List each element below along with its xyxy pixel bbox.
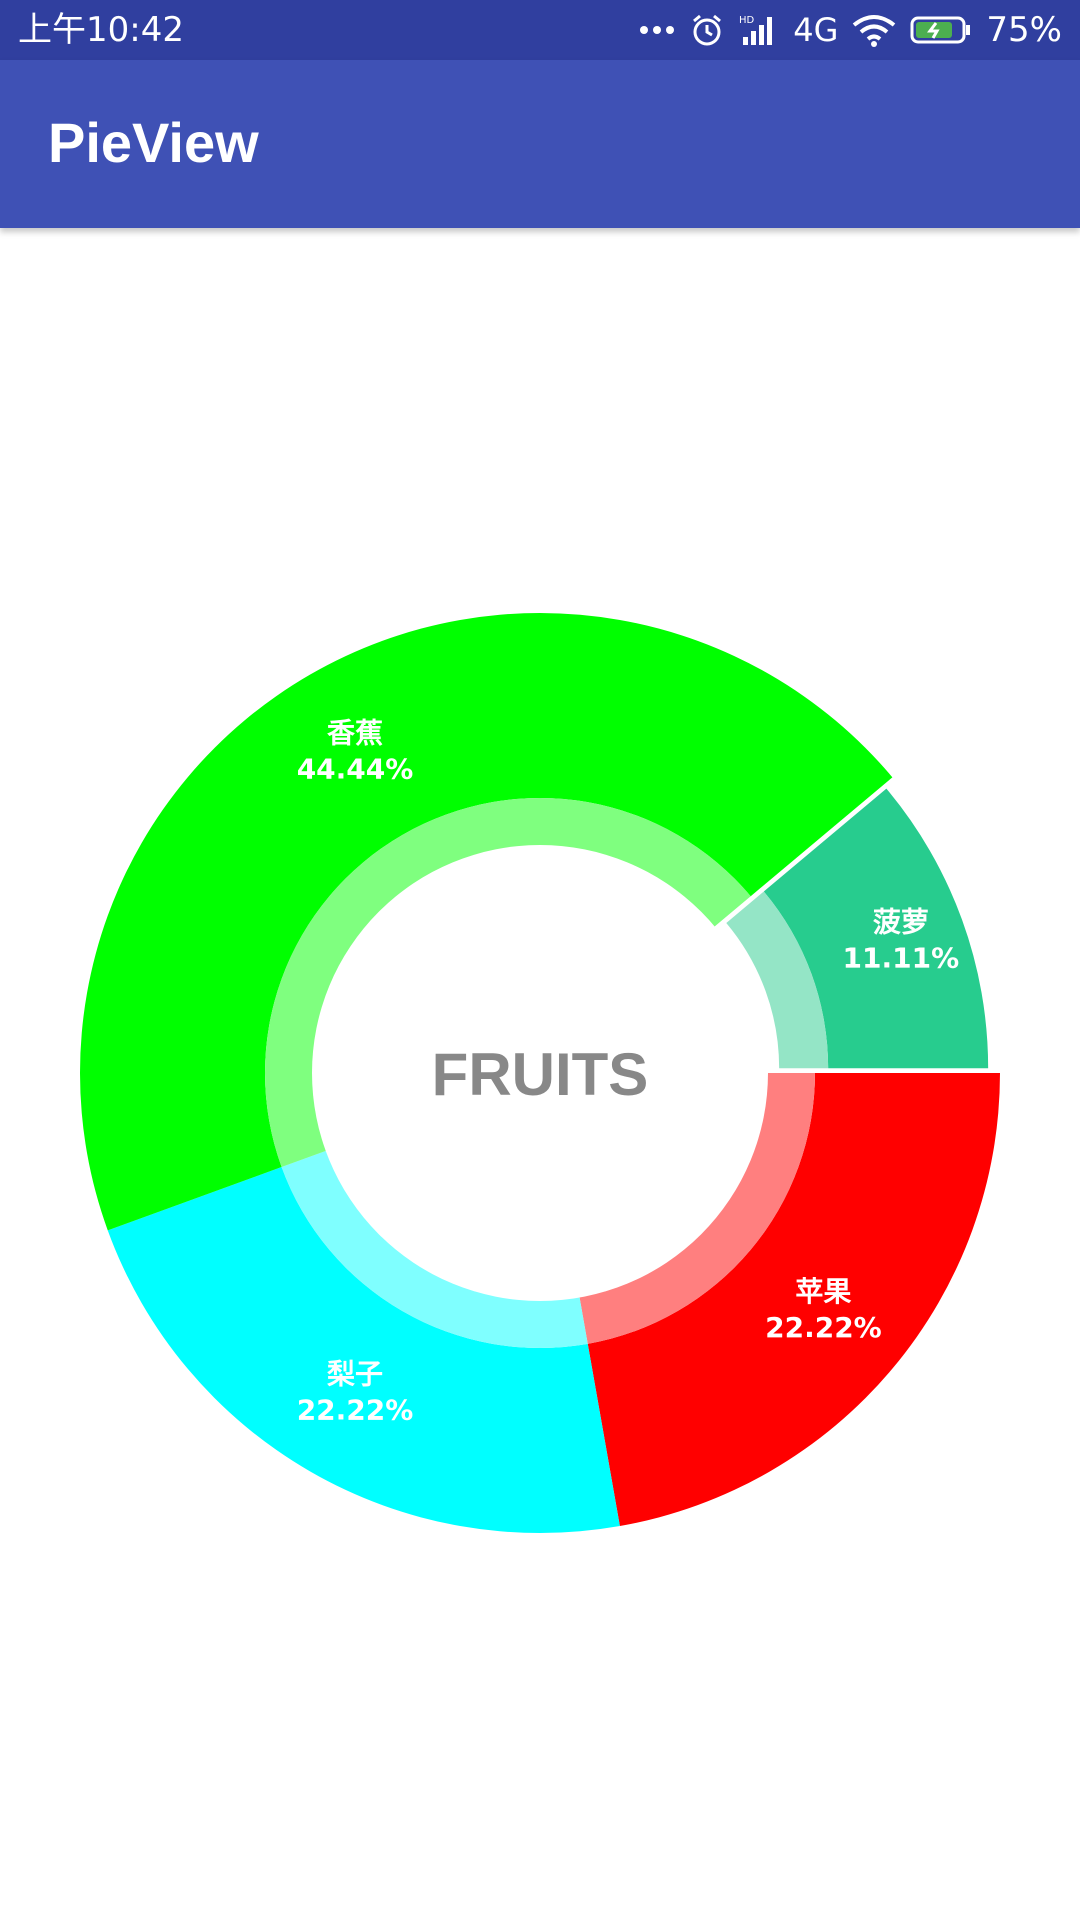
alarm-icon xyxy=(689,12,725,48)
battery-percent: 75% xyxy=(986,10,1062,50)
signal-icon: HD xyxy=(739,13,779,47)
pie-slice-inner-ring xyxy=(265,798,751,1168)
slice-percent-label: 22.22% xyxy=(297,1393,414,1426)
network-type: 4G xyxy=(793,0,838,60)
slice-percent-label: 44.44% xyxy=(297,753,414,786)
slice-name-label: 梨子 xyxy=(327,1357,383,1390)
pie-slice[interactable] xyxy=(79,613,893,1231)
pie-slice[interactable] xyxy=(763,788,989,1069)
network-label: 4G xyxy=(793,11,839,49)
battery-icon xyxy=(910,15,972,45)
app-bar: PieView xyxy=(0,60,1080,228)
slice-name-label: 香蕉 xyxy=(327,717,383,750)
more-dots-icon xyxy=(639,24,675,36)
svg-text:HD: HD xyxy=(739,15,755,26)
pie-slice[interactable] xyxy=(587,1073,1000,1527)
slice-percent-label: 22.22% xyxy=(765,1311,882,1344)
donut-hole xyxy=(312,845,768,1301)
pie-slice[interactable] xyxy=(107,1167,620,1534)
status-icons: HD 4G 75% xyxy=(639,0,1062,60)
slice-name-label: 苹果 xyxy=(795,1275,851,1308)
pie-slice-inner-ring xyxy=(726,891,829,1069)
slice-name-label: 菠萝 xyxy=(873,906,929,939)
slice-percent-label: 11.11% xyxy=(843,942,960,975)
wifi-icon xyxy=(852,13,896,47)
status-bar: 上午10:42 HD 4G 75% xyxy=(0,0,1080,60)
center-label: FRUITS xyxy=(432,1041,649,1108)
status-time: 上午10:42 xyxy=(18,10,184,50)
app-title: PieView xyxy=(48,111,259,174)
